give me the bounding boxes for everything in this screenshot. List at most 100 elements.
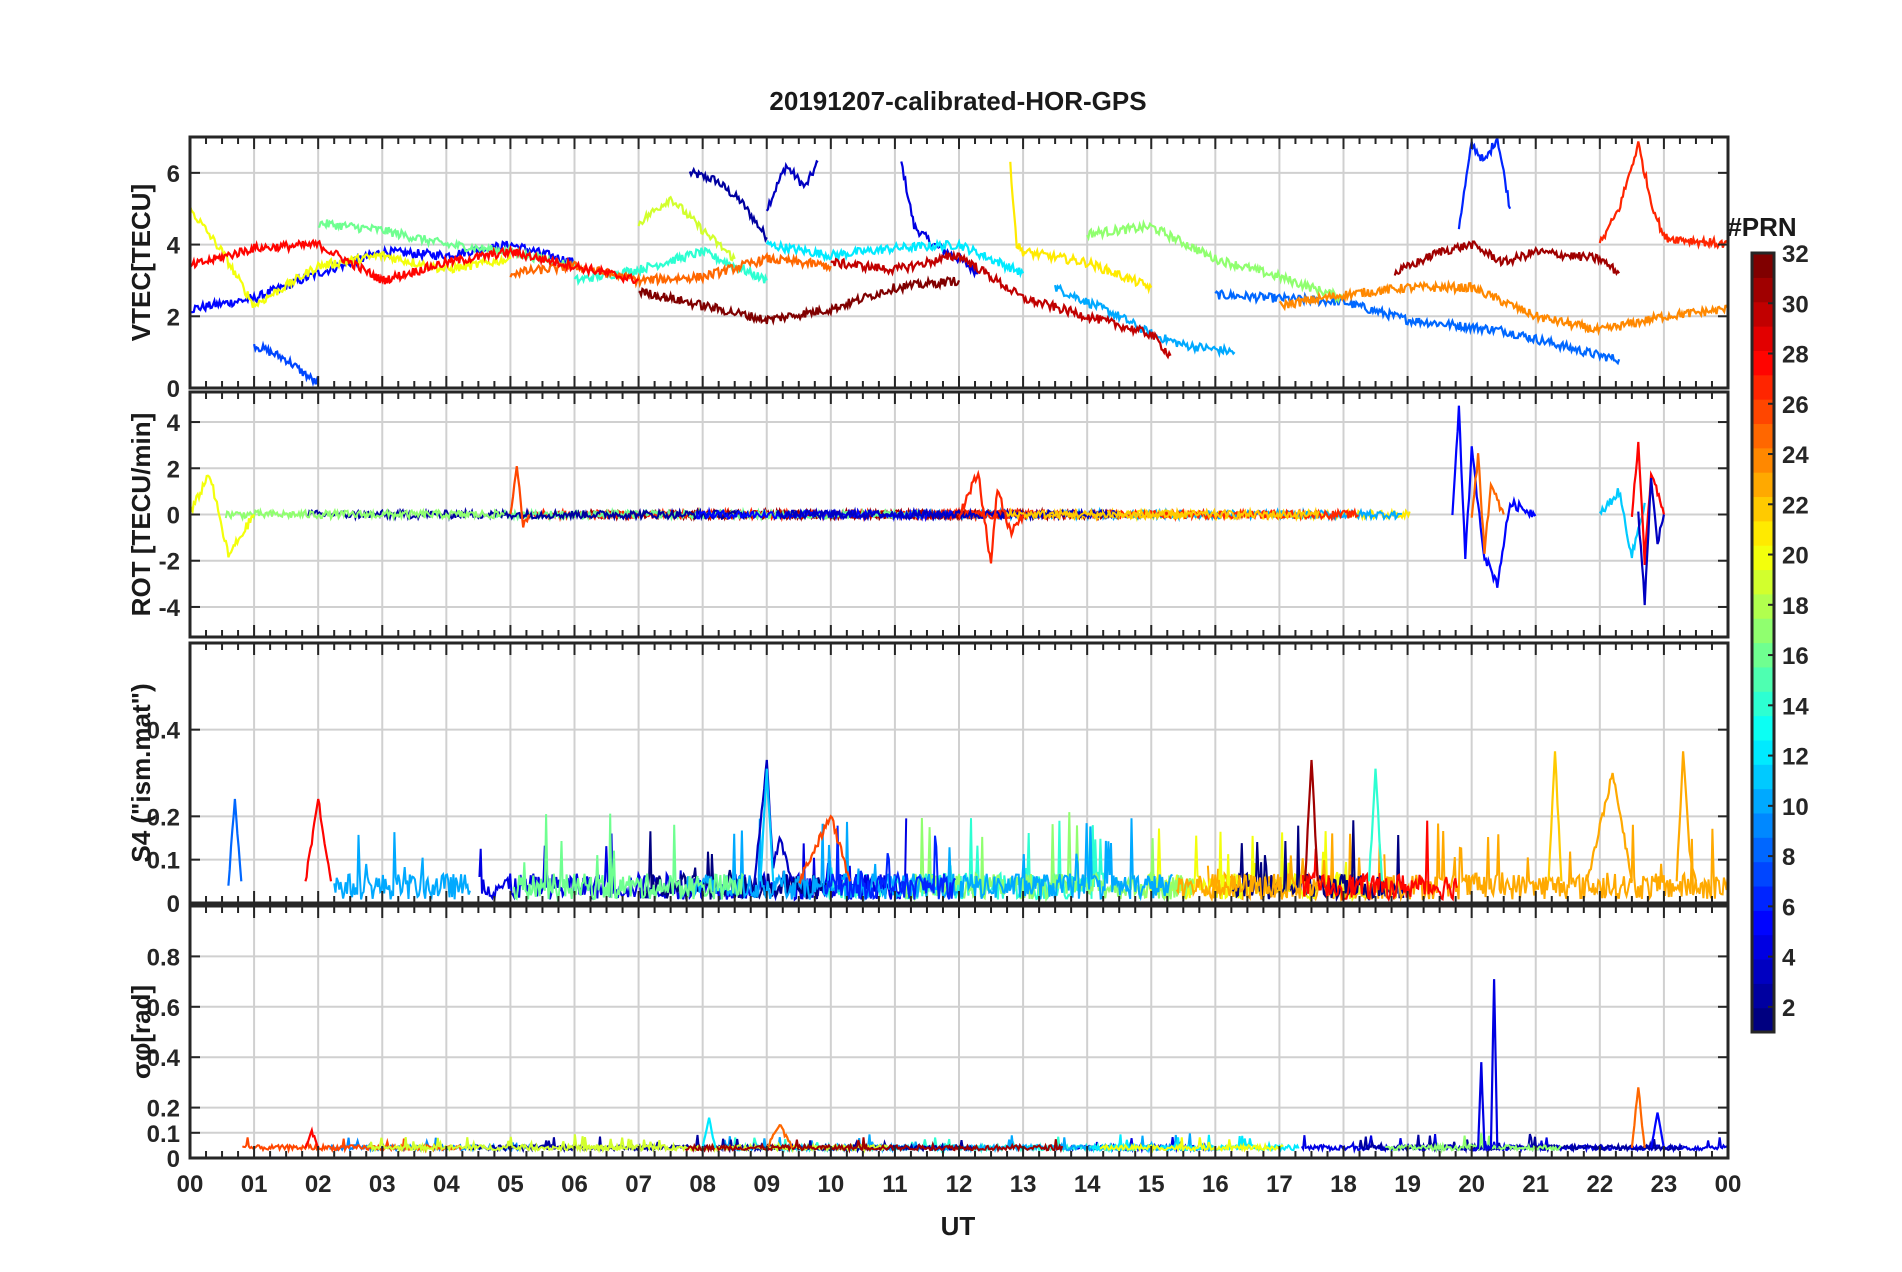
noise-trace-prn-17 [224,507,505,522]
series-prn-25 [1630,1087,1646,1149]
colorbar-band [1752,423,1774,449]
y-tick-label: 0.4 [147,718,181,745]
figure-title: 20191207-calibrated-HOR-GPS [769,86,1146,116]
y-tick-label: -4 [159,595,181,622]
colorbar-band [1752,837,1774,863]
y-tick-label: 0.6 [147,995,180,1022]
series-prn-11 [1598,488,1646,559]
x-tick-label: 10 [817,1171,844,1198]
noise-trace-prn-20 [1099,1137,1284,1154]
series-prn-8 [1214,287,1621,366]
y-tick-label: 6 [167,161,180,188]
series-prn-11 [759,768,775,882]
y-ticks [190,421,1728,608]
colorbar-tick-label: 14 [1782,693,1809,720]
noise-trace-prn-31 [684,1137,1064,1154]
x-tick-label: 05 [497,1171,524,1198]
series-prn-23 [1675,751,1698,882]
series-prn-5 [1650,1112,1665,1149]
noise-trace-prn-28 [1301,820,1458,903]
noise-trace-prn-22 [1004,506,1320,522]
series-prn-19 [637,195,736,262]
x-ticks [189,137,1729,388]
colorbar-band [1752,1007,1774,1033]
y-tick-label: 0.1 [147,848,180,875]
series-prn-20 [190,474,256,558]
series-prn-31 [1393,240,1621,277]
panel-s4: 0 0.1 0.2 0.4S4 ("ism.mat") [126,641,1730,918]
y-tick-label: 0 [167,376,180,403]
series-prn-4 [1470,979,1499,1154]
x-tick-label: 22 [1586,1171,1613,1198]
series-prn-3 [765,159,819,212]
x-tick-label: 00 [177,1171,204,1198]
x-tick-label: 21 [1522,1171,1549,1198]
series-prn-12 [701,1117,717,1149]
y-axis-label: VTEC[TECU] [126,184,156,341]
y-axis-label: S4 ("ism.mat") [126,683,156,862]
x-tick-label: 07 [625,1171,652,1198]
colorbar-band [1752,983,1774,1009]
colorbar-band [1752,301,1774,327]
series-group [190,137,1728,388]
x-ticks [189,392,1729,637]
series-prn-10 [1054,283,1236,359]
series-prn-28 [304,1126,320,1149]
colorbar-band [1752,569,1774,595]
colorbar-band [1752,691,1774,717]
x-tick-label: 20 [1458,1171,1485,1198]
y-tick-label: 0.2 [147,1096,180,1123]
colorbar-band [1752,593,1774,619]
colorbar-tick-label: 10 [1782,794,1809,821]
colorbar-band [1752,253,1774,278]
x-tick-label: 16 [1202,1171,1229,1198]
x-tick-label: 12 [946,1171,973,1198]
colorbar-band [1752,399,1774,425]
series-prn-30 [830,249,1172,360]
x-tick-label: 00 [1715,1171,1742,1198]
series-prn-22 [1547,751,1563,882]
colorbar-band [1752,812,1774,838]
y-axis-label: σφ[rad] [126,985,156,1079]
y-tick-label: 0 [167,503,180,530]
series-group [241,979,1728,1154]
colorbar-tick-label: 18 [1782,593,1809,620]
y-tick-label: -2 [159,549,180,576]
colorbar-tick-label: 2 [1782,995,1795,1022]
colorbar-band [1752,520,1774,546]
series-prn-21 [1009,161,1153,295]
colorbar-tick-label: 32 [1782,241,1809,268]
x-tick-label: 06 [561,1171,588,1198]
y-tick-label: 0.4 [147,1045,181,1072]
colorbar-frame [1750,251,1776,1034]
colorbar-band [1752,496,1774,522]
y-tick-label: 0.2 [147,804,180,831]
y-tick-label: 0 [167,891,180,918]
colorbar-band [1752,374,1774,400]
colorbar-tick-label: 8 [1782,844,1795,871]
colorbar-tick-label: 24 [1782,442,1809,469]
series-prn-32 [638,275,961,326]
x-tick-label: 14 [1074,1171,1101,1198]
noise-trace-prn-17 [1384,1133,1562,1154]
y-tick-label: 0 [167,1146,180,1173]
colorbar-tick-label: 22 [1782,492,1809,519]
x-tick-label: 04 [433,1171,460,1198]
series-prn-24 [1278,279,1728,337]
x-axis-label: UT [941,1211,976,1241]
x-tick-label: 02 [305,1171,332,1198]
y-axis-label: ROT [TECU/min] [126,413,156,617]
x-tick-label: 08 [689,1171,716,1198]
x-tick-label: 15 [1138,1171,1165,1198]
y-ticks [190,171,1728,389]
series-prn-26 [509,466,531,528]
x-tick-labels: 00 01 02 03 04 05 06 07 08 09 10 11 12 13 14 15 16 17 18 19… [177,1171,1742,1198]
colorbar-band [1752,910,1774,936]
panel-rot: -4 -2 0 2 4 ROT [TECU/min] [126,390,1730,639]
colorbar-band [1752,277,1774,303]
colorbar-band [1752,642,1774,668]
colorbar-band [1752,545,1774,571]
x-tick-label: 17 [1266,1171,1293,1198]
